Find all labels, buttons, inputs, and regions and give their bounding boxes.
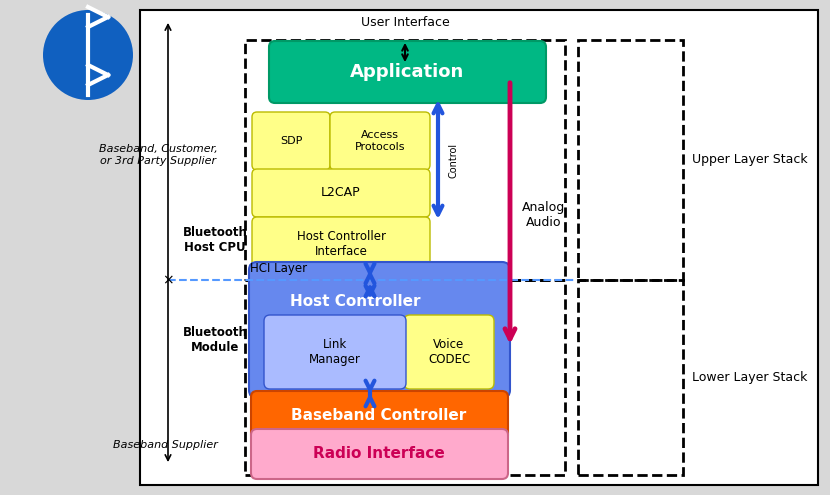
Text: Control: Control — [448, 143, 458, 178]
FancyBboxPatch shape — [251, 429, 508, 479]
FancyBboxPatch shape — [251, 391, 508, 441]
Bar — [245, 40, 565, 280]
Text: L2CAP: L2CAP — [321, 187, 361, 199]
Text: Baseband, Customer,
or 3rd Party Supplier: Baseband, Customer, or 3rd Party Supplie… — [99, 144, 217, 166]
Text: Application: Application — [350, 63, 464, 81]
FancyBboxPatch shape — [252, 112, 330, 170]
FancyBboxPatch shape — [252, 169, 430, 217]
FancyBboxPatch shape — [264, 315, 406, 389]
Text: ×: × — [162, 273, 173, 287]
Text: Voice
CODEC: Voice CODEC — [428, 338, 470, 366]
Text: Baseband Controller: Baseband Controller — [291, 408, 466, 424]
FancyBboxPatch shape — [249, 262, 510, 398]
Text: Bluetooth
Host CPU: Bluetooth Host CPU — [183, 226, 247, 254]
Ellipse shape — [43, 10, 133, 100]
Text: Host Controller: Host Controller — [290, 295, 420, 309]
Text: Link
Manager: Link Manager — [309, 338, 361, 366]
Text: Host Controller
Interface: Host Controller Interface — [296, 230, 385, 258]
FancyBboxPatch shape — [330, 112, 430, 170]
Text: Radio Interface: Radio Interface — [313, 446, 445, 461]
Text: Lower Layer Stack: Lower Layer Stack — [692, 372, 808, 385]
Bar — [578, 280, 683, 475]
Text: User Interface: User Interface — [360, 16, 449, 30]
Text: Analog
Audio: Analog Audio — [522, 201, 565, 229]
Bar — [140, 10, 818, 485]
Text: Bluetooth
Module: Bluetooth Module — [183, 326, 247, 354]
FancyBboxPatch shape — [269, 41, 546, 103]
Text: Access
Protocols: Access Protocols — [354, 130, 405, 152]
FancyBboxPatch shape — [252, 217, 430, 272]
Bar — [578, 40, 683, 280]
Bar — [245, 280, 565, 475]
Text: SDP: SDP — [280, 136, 302, 146]
Text: HCI Layer: HCI Layer — [250, 262, 307, 275]
Text: Upper Layer Stack: Upper Layer Stack — [692, 153, 808, 166]
FancyBboxPatch shape — [404, 315, 494, 389]
Text: Baseband Supplier: Baseband Supplier — [113, 440, 217, 450]
